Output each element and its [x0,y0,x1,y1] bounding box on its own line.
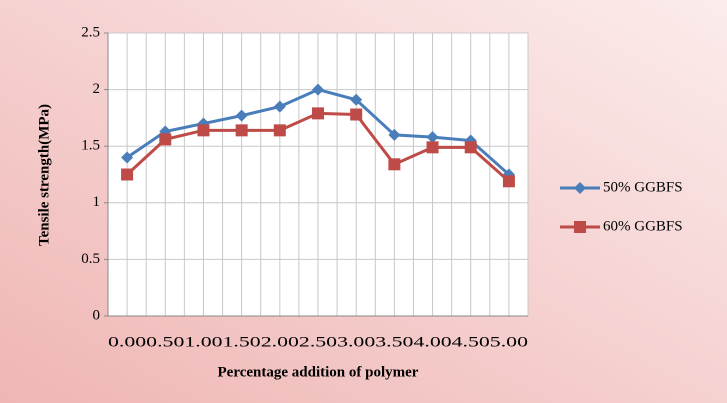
y-tick-label: 2 [93,81,101,97]
data-point [350,93,363,106]
data-point [350,108,363,121]
x-tick-label: 4.50 [452,334,490,350]
data-point [426,131,439,144]
x-tick-label: 0.50 [146,334,184,350]
x-tick-label: 5.00 [490,334,528,350]
x-tick-label: 2.00 [261,334,299,350]
y-axis-title: Tensile strength(MPa) [36,104,52,246]
data-point [235,124,248,137]
x-tick-label: 4.00 [413,334,451,350]
y-tick-label: 1 [93,194,101,210]
legend-marker [574,221,586,233]
data-point [197,124,210,137]
legend-marker [574,182,586,194]
x-tick-label: 0.00 [108,334,146,350]
data-point [388,158,401,171]
x-tick-label: 3.50 [375,334,413,350]
data-point [273,100,286,113]
x-tick-label: 2.50 [299,334,337,350]
y-tick-label: 0 [93,307,101,323]
data-point [426,141,439,154]
x-tick-label: 3.00 [337,334,375,350]
data-point [502,175,515,188]
data-point [388,128,401,141]
data-point [235,109,248,122]
y-tick-label: 1.5 [81,138,100,154]
data-point [159,133,172,146]
data-point [312,107,324,120]
data-point [121,168,134,181]
y-tick-label: 2.5 [81,24,100,40]
data-point [312,83,324,96]
x-tick-label: 1.50 [223,334,261,350]
data-point [464,141,477,154]
data-point [121,151,134,164]
x-tick-label: 1.00 [184,334,222,350]
legend-label: 60% GGBFS [603,218,683,234]
data-point [273,124,286,137]
y-tick-label: 0.5 [81,251,100,267]
x-axis-title: Percentage addition of polymer [218,364,419,380]
legend-label: 50% GGBFS [603,179,683,195]
